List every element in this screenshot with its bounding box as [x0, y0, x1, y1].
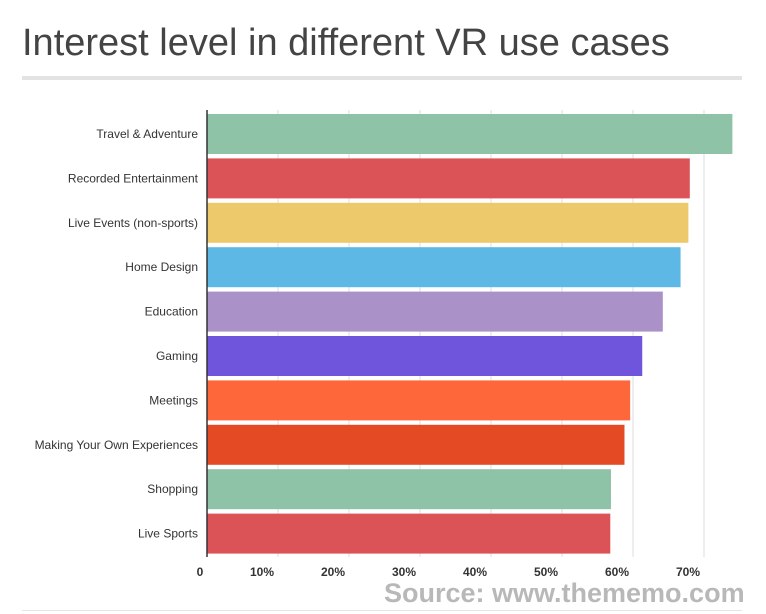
title-divider: [22, 76, 742, 80]
bar-8: [207, 469, 611, 510]
category-labels: Travel & Adventure Recorded Entertainment…: [35, 127, 199, 541]
chart-title: Interest level in different VR use cases: [22, 22, 670, 64]
bar-1: [207, 158, 690, 199]
category-label: Education: [145, 305, 198, 319]
category-label: Shopping: [147, 482, 198, 496]
bars: [207, 114, 733, 554]
source-credit: Source: www.thememo.com: [384, 578, 745, 608]
bar-0: [207, 114, 733, 154]
x-tick-labels: 0 10% 20% 30% 40% 50% 60% 70%: [197, 565, 701, 579]
x-tick-label: 50%: [534, 565, 558, 579]
bar-4: [207, 291, 663, 332]
category-label: Recorded Entertainment: [68, 171, 199, 185]
bottom-divider: [22, 610, 742, 611]
bar-9: [207, 513, 611, 554]
category-label: Meetings: [149, 393, 198, 407]
x-tick-label: 30%: [392, 565, 416, 579]
x-tick-label: 70%: [676, 565, 700, 579]
category-label: Gaming: [156, 349, 198, 363]
x-tick-label: 60%: [605, 565, 629, 579]
category-label: Home Design: [125, 260, 198, 274]
bar-2: [207, 202, 689, 243]
bar-5: [207, 336, 643, 376]
category-label: Live Events (non-sports): [68, 216, 198, 230]
bar-6: [207, 380, 631, 421]
category-label: Making Your Own Experiences: [35, 438, 198, 452]
x-tick-label: 0: [197, 565, 204, 579]
x-tick-label: 10%: [250, 565, 274, 579]
bar-3: [207, 247, 681, 288]
x-tick-label: 40%: [463, 565, 487, 579]
category-label: Travel & Adventure: [96, 127, 198, 141]
category-label: Live Sports: [138, 527, 198, 541]
bar-7: [207, 424, 625, 465]
x-tick-label: 20%: [321, 565, 345, 579]
